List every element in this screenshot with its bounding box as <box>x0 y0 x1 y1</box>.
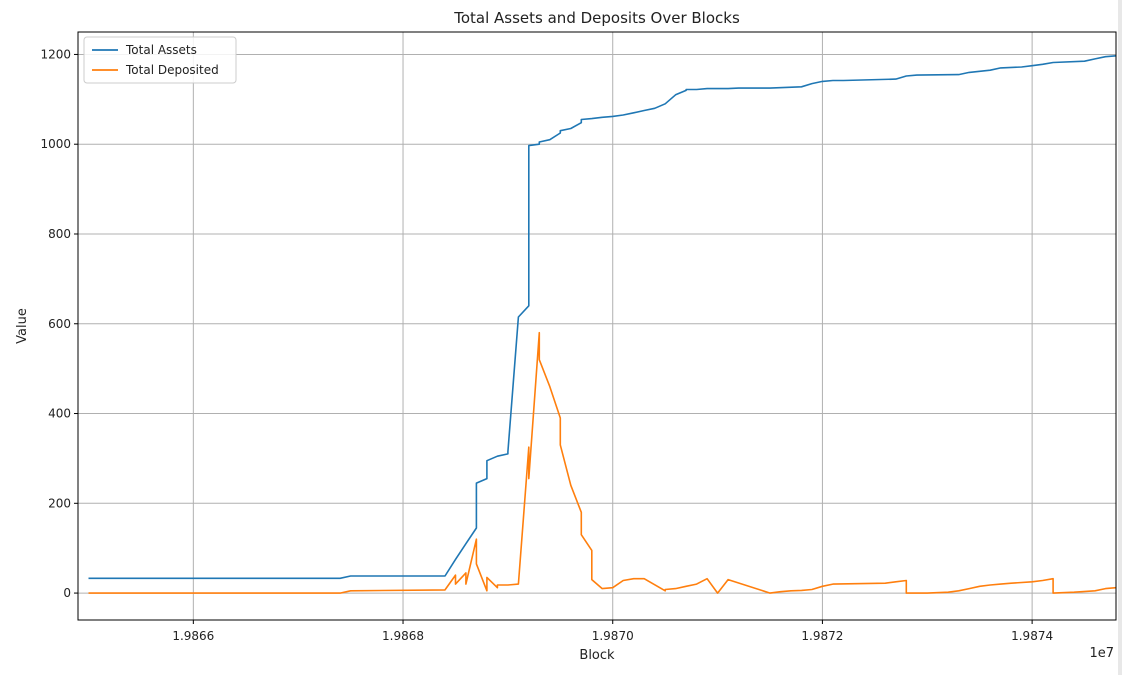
y-axis-label: Value <box>15 308 30 344</box>
x-offset-label: 1e7 <box>1089 646 1114 661</box>
x-tick-label: 1.9868 <box>382 629 424 643</box>
x-tick-label: 1.9870 <box>592 629 634 643</box>
y-axis: 0 200 400 600 800 1000 1200 <box>40 47 78 600</box>
chart-title: Total Assets and Deposits Over Blocks <box>453 9 740 27</box>
legend-label-total-assets: Total Assets <box>125 43 197 57</box>
y-tick-label: 800 <box>48 227 71 241</box>
x-axis-label: Block <box>579 648 615 663</box>
legend-box <box>83 36 237 84</box>
y-tick-label: 1200 <box>40 47 71 61</box>
legend: Total Assets Total Deposited <box>83 36 237 84</box>
y-tick-label: 1000 <box>40 137 71 151</box>
legend-label-total-deposited: Total Deposited <box>125 63 219 77</box>
x-tick-label: 1.9872 <box>801 629 843 643</box>
x-axis: 1.9866 1.9868 1.9870 1.9872 1.9874 <box>172 620 1053 643</box>
x-tick-label: 1.9874 <box>1011 629 1053 643</box>
series-group <box>88 55 1117 594</box>
total-assets-line <box>88 55 1117 580</box>
y-tick-label: 400 <box>48 407 71 421</box>
window-edge <box>1118 0 1122 675</box>
y-tick-label: 600 <box>48 317 71 331</box>
plot-area <box>77 31 1117 621</box>
x-tick-label: 1.9866 <box>172 629 214 643</box>
y-tick-label: 200 <box>48 496 71 510</box>
y-tick-label: 0 <box>63 586 71 600</box>
total-deposited-line <box>88 331 1117 594</box>
